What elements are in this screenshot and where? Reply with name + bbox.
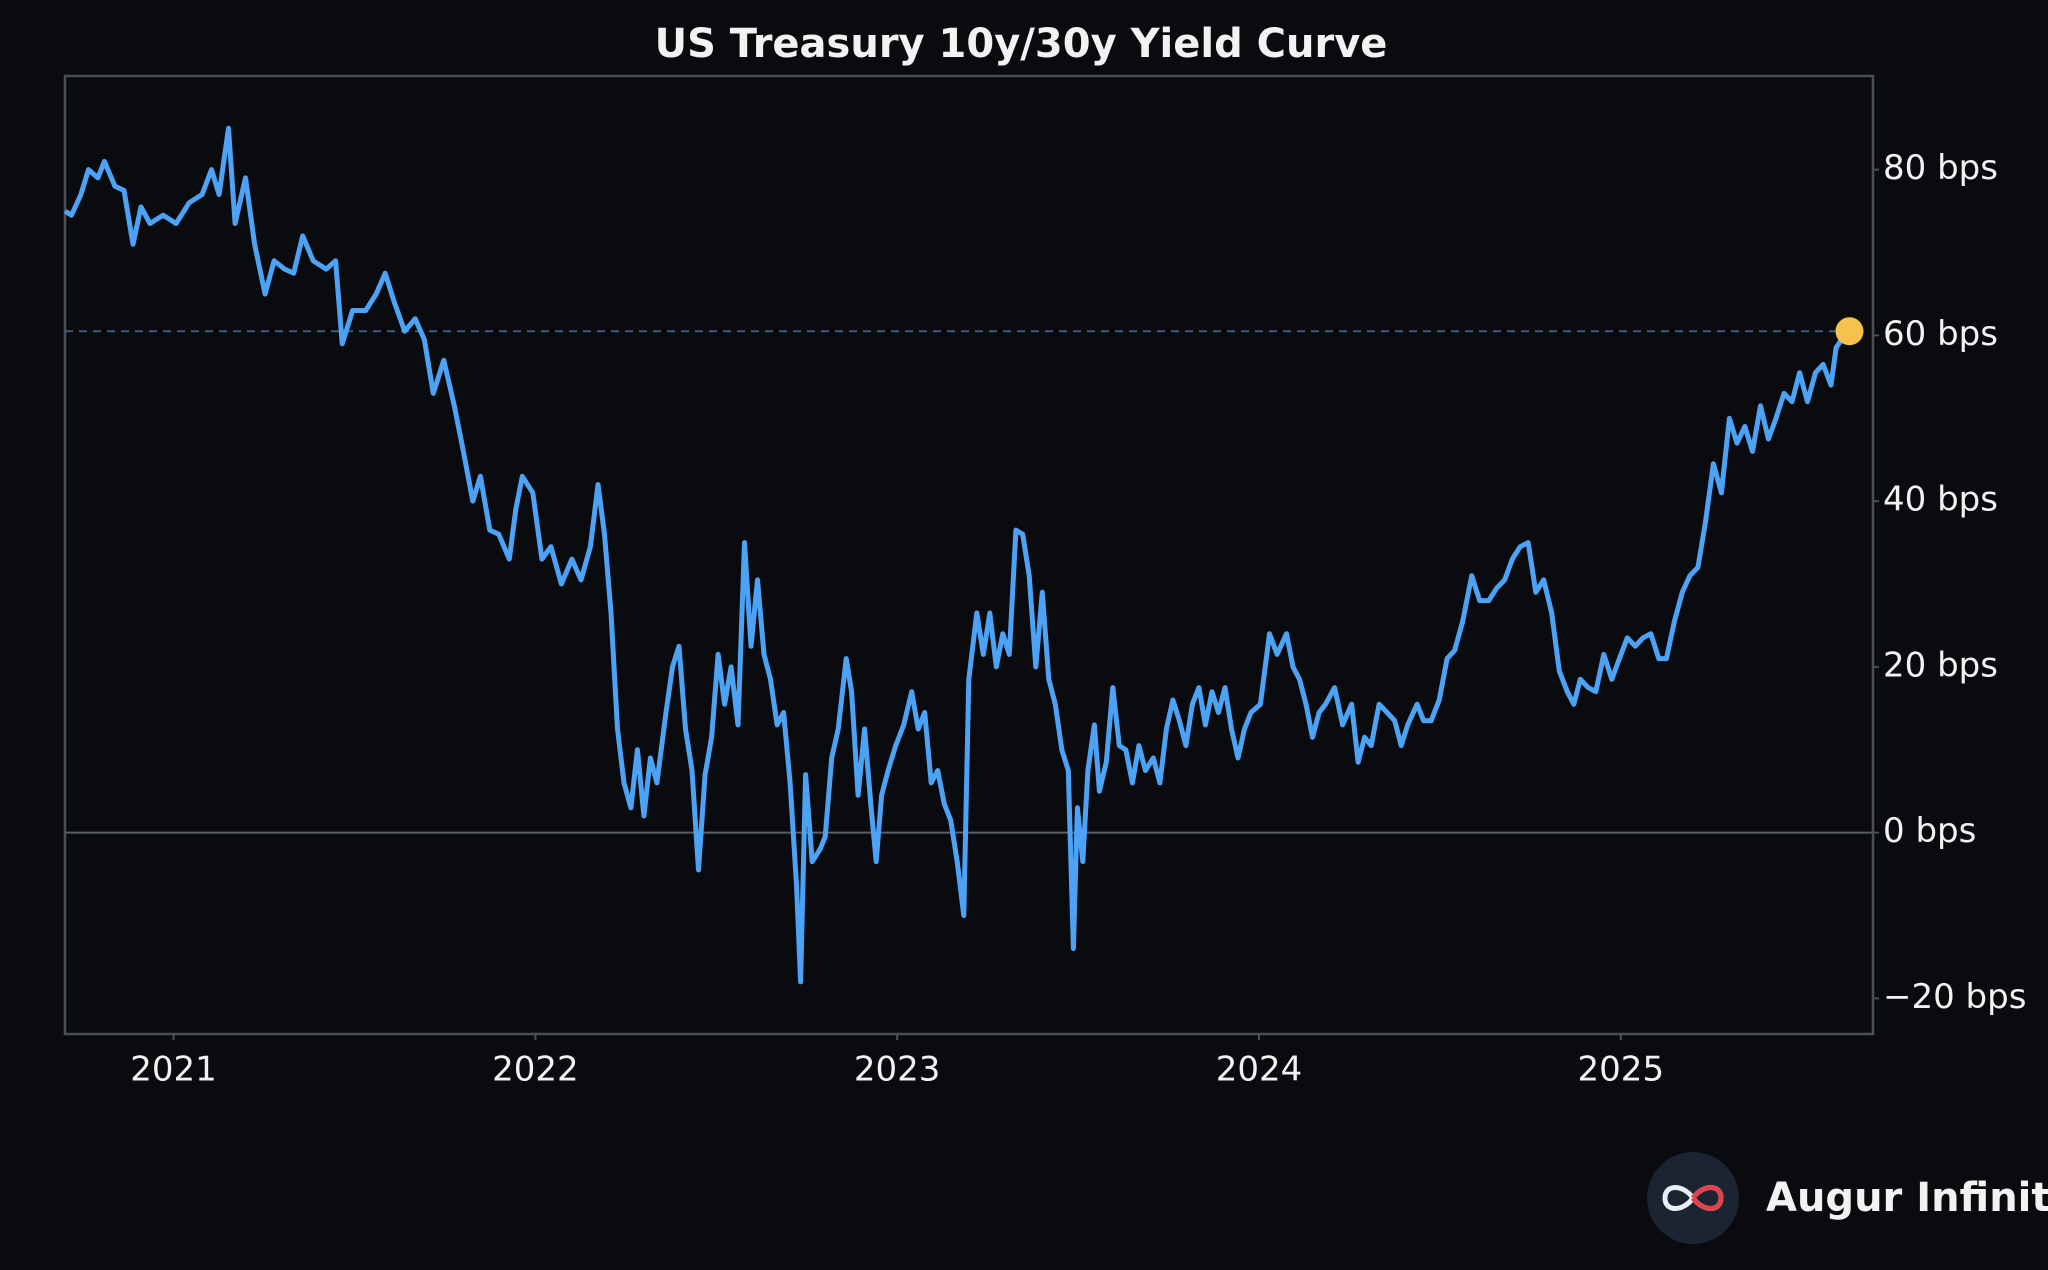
logo-infinity-accent — [1690, 1185, 1724, 1211]
x-tick-label: 2022 — [492, 1050, 579, 1090]
x-tick-label: 2021 — [130, 1050, 217, 1090]
x-tick-label: 2025 — [1578, 1050, 1665, 1090]
y-tick-label: 20 bps — [1883, 645, 1998, 685]
y-tick-label: −20 bps — [1883, 977, 2026, 1017]
chart-title: US Treasury 10y/30y Yield Curve — [655, 21, 1388, 67]
y-tick-label: 60 bps — [1883, 314, 1998, 354]
y-tick-label: 0 bps — [1883, 811, 1976, 851]
x-tick-label: 2023 — [854, 1050, 941, 1090]
y-tick-label: 40 bps — [1883, 480, 1998, 520]
y-tick-label: 80 bps — [1883, 148, 1998, 188]
watermark: Augur Infinity — [1766, 1175, 2048, 1221]
plot-frame — [63, 74, 1875, 1036]
last-value-marker — [1835, 317, 1864, 346]
logo — [1647, 1152, 1739, 1244]
series-line — [63, 125, 1852, 985]
x-tick-label: 2024 — [1216, 1050, 1303, 1090]
